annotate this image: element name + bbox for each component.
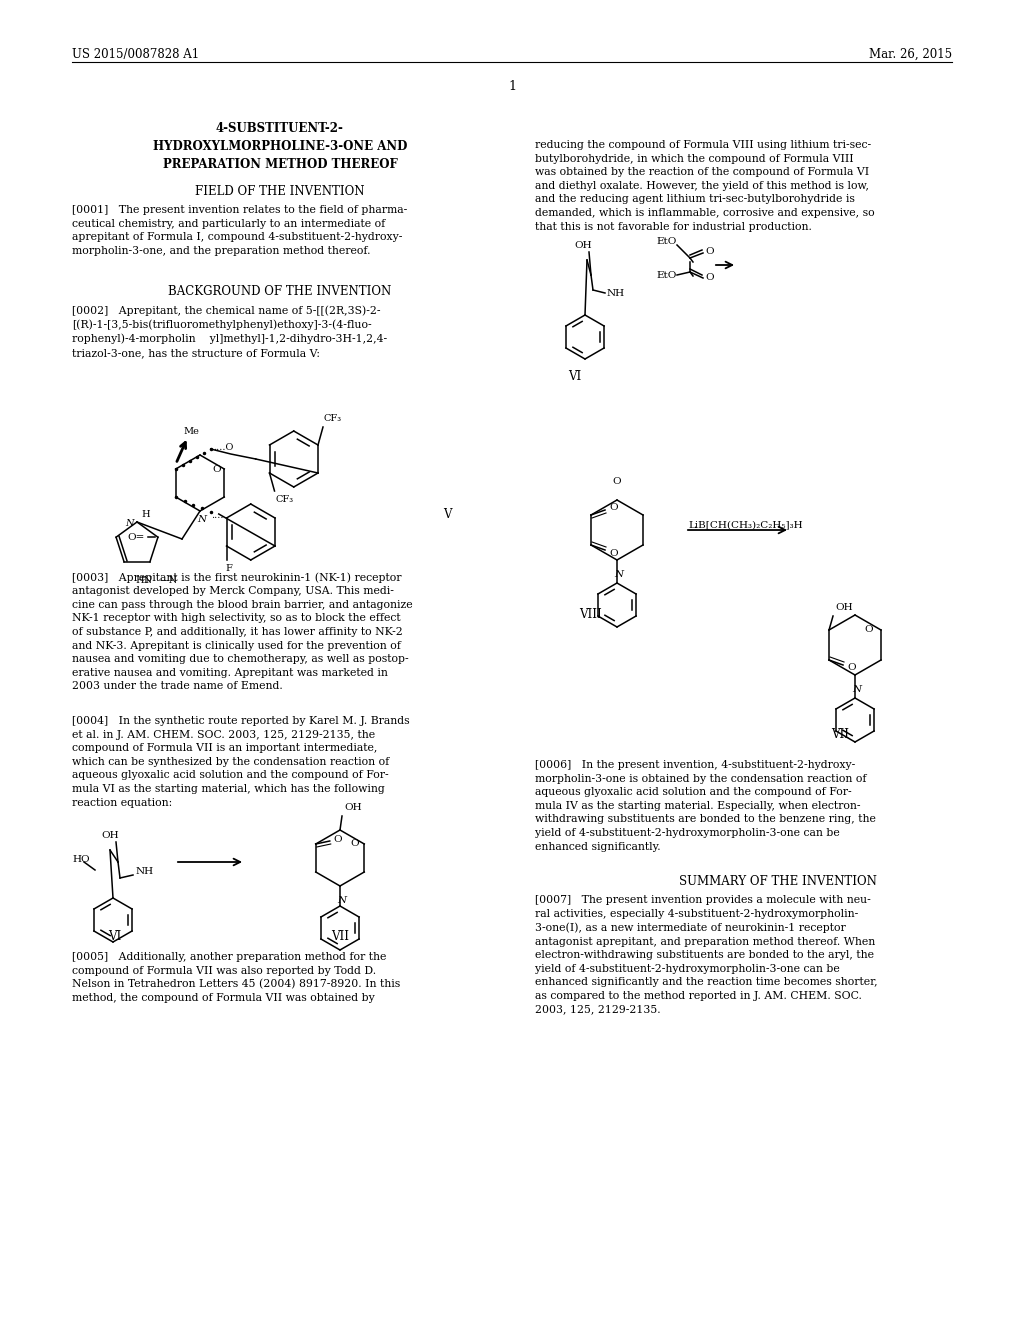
Text: —N: —N bbox=[160, 576, 178, 585]
Text: O: O bbox=[612, 477, 622, 486]
Text: 1: 1 bbox=[508, 81, 516, 92]
Text: N: N bbox=[614, 570, 624, 579]
Text: O: O bbox=[609, 503, 617, 511]
Text: N: N bbox=[852, 685, 861, 694]
Text: H: H bbox=[141, 510, 150, 519]
Text: NH: NH bbox=[136, 867, 155, 876]
Text: SUMMARY OF THE INVENTION: SUMMARY OF THE INVENTION bbox=[679, 875, 877, 888]
Text: reducing the compound of Formula VIII using lithium tri-sec-
butylborohydride, i: reducing the compound of Formula VIII us… bbox=[535, 140, 874, 231]
Text: N: N bbox=[338, 896, 346, 906]
Text: ....: .... bbox=[211, 511, 223, 520]
Text: [0007]   The present invention provides a molecule with neu-
ral activities, esp: [0007] The present invention provides a … bbox=[535, 895, 878, 1015]
Text: VI: VI bbox=[109, 931, 122, 942]
Text: O: O bbox=[350, 840, 358, 849]
Text: FIELD OF THE INVENTION: FIELD OF THE INVENTION bbox=[196, 185, 365, 198]
Text: VII: VII bbox=[831, 729, 849, 741]
Text: F: F bbox=[225, 564, 232, 573]
Text: EtO: EtO bbox=[656, 238, 677, 247]
Text: N: N bbox=[126, 520, 134, 528]
Text: VI: VI bbox=[568, 370, 582, 383]
Text: VII: VII bbox=[331, 931, 349, 942]
Text: NH: NH bbox=[607, 289, 625, 297]
Text: VIII: VIII bbox=[579, 609, 601, 620]
Text: Mar. 26, 2015: Mar. 26, 2015 bbox=[869, 48, 952, 61]
Text: [0006]   In the present invention, 4-substituent-2-hydroxy-
morpholin-3-one is o: [0006] In the present invention, 4-subst… bbox=[535, 760, 876, 851]
Text: OH: OH bbox=[835, 603, 853, 612]
Text: O: O bbox=[705, 248, 714, 256]
Text: OH: OH bbox=[574, 242, 592, 249]
Text: O: O bbox=[334, 834, 342, 843]
Text: O: O bbox=[609, 549, 617, 557]
Text: OH: OH bbox=[101, 832, 119, 840]
Text: BACKGROUND OF THE INVENTION: BACKGROUND OF THE INVENTION bbox=[168, 285, 391, 298]
Text: 4-SUBSTITUENT-2-
HYDROXYLMORPHOLINE-3-ONE AND
PREPARATION METHOD THEREOF: 4-SUBSTITUENT-2- HYDROXYLMORPHOLINE-3-ON… bbox=[153, 121, 408, 172]
Text: V: V bbox=[443, 508, 452, 521]
Text: [0005]   Additionally, another preparation method for the
compound of Formula VI: [0005] Additionally, another preparation… bbox=[72, 952, 400, 1003]
Text: Me: Me bbox=[183, 426, 200, 436]
Text: HO: HO bbox=[72, 855, 90, 865]
Text: [0003]   Aprepitant is the first neurokinin-1 (NK-1) receptor
antagonist develop: [0003] Aprepitant is the first neurokini… bbox=[72, 572, 413, 692]
Text: OH: OH bbox=[344, 803, 361, 812]
Text: US 2015/0087828 A1: US 2015/0087828 A1 bbox=[72, 48, 199, 61]
Text: O: O bbox=[212, 465, 220, 474]
Text: EtO: EtO bbox=[656, 271, 677, 280]
Text: [0004]   In the synthetic route reported by Karel M. J. Brands
et al. in J. AM. : [0004] In the synthetic route reported b… bbox=[72, 715, 410, 808]
Text: ....O: ....O bbox=[213, 442, 233, 451]
Text: CF₃: CF₃ bbox=[324, 414, 342, 422]
Text: HN: HN bbox=[135, 576, 153, 585]
Text: [0002]   Aprepitant, the chemical name of 5-[[(2R,3S)-2-
[(R)-1-[3,5-bis(trifluo: [0002] Aprepitant, the chemical name of … bbox=[72, 305, 387, 358]
Text: CF₃: CF₃ bbox=[275, 495, 294, 504]
Text: O: O bbox=[864, 626, 873, 635]
Text: LiB[CH(CH₃)₂C₂H₅]₃H: LiB[CH(CH₃)₂C₂H₅]₃H bbox=[688, 520, 803, 529]
Text: O: O bbox=[847, 664, 856, 672]
Text: O=: O= bbox=[127, 533, 144, 541]
Text: O: O bbox=[705, 273, 714, 282]
Text: N: N bbox=[198, 515, 207, 524]
Text: [0001]   The present invention relates to the field of pharma-
ceutical chemistr: [0001] The present invention relates to … bbox=[72, 205, 408, 256]
